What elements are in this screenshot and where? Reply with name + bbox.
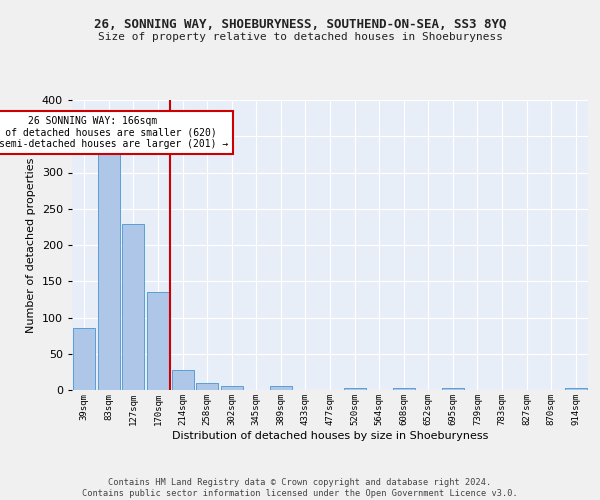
Bar — [565, 388, 587, 390]
Bar — [98, 147, 120, 390]
Bar — [172, 370, 194, 390]
Bar — [221, 386, 243, 390]
Bar — [196, 383, 218, 390]
Bar — [73, 328, 95, 390]
Bar — [147, 292, 169, 390]
Text: Size of property relative to detached houses in Shoeburyness: Size of property relative to detached ho… — [97, 32, 503, 42]
Bar — [122, 224, 145, 390]
X-axis label: Distribution of detached houses by size in Shoeburyness: Distribution of detached houses by size … — [172, 430, 488, 440]
Text: Contains HM Land Registry data © Crown copyright and database right 2024.
Contai: Contains HM Land Registry data © Crown c… — [82, 478, 518, 498]
Y-axis label: Number of detached properties: Number of detached properties — [26, 158, 36, 332]
Text: 26 SONNING WAY: 166sqm
← 75% of detached houses are smaller (620)
24% of semi-de: 26 SONNING WAY: 166sqm ← 75% of detached… — [0, 116, 228, 149]
Bar — [392, 388, 415, 390]
Bar — [270, 386, 292, 390]
Text: 26, SONNING WAY, SHOEBURYNESS, SOUTHEND-ON-SEA, SS3 8YQ: 26, SONNING WAY, SHOEBURYNESS, SOUTHEND-… — [94, 18, 506, 30]
Bar — [442, 388, 464, 390]
Bar — [344, 388, 365, 390]
